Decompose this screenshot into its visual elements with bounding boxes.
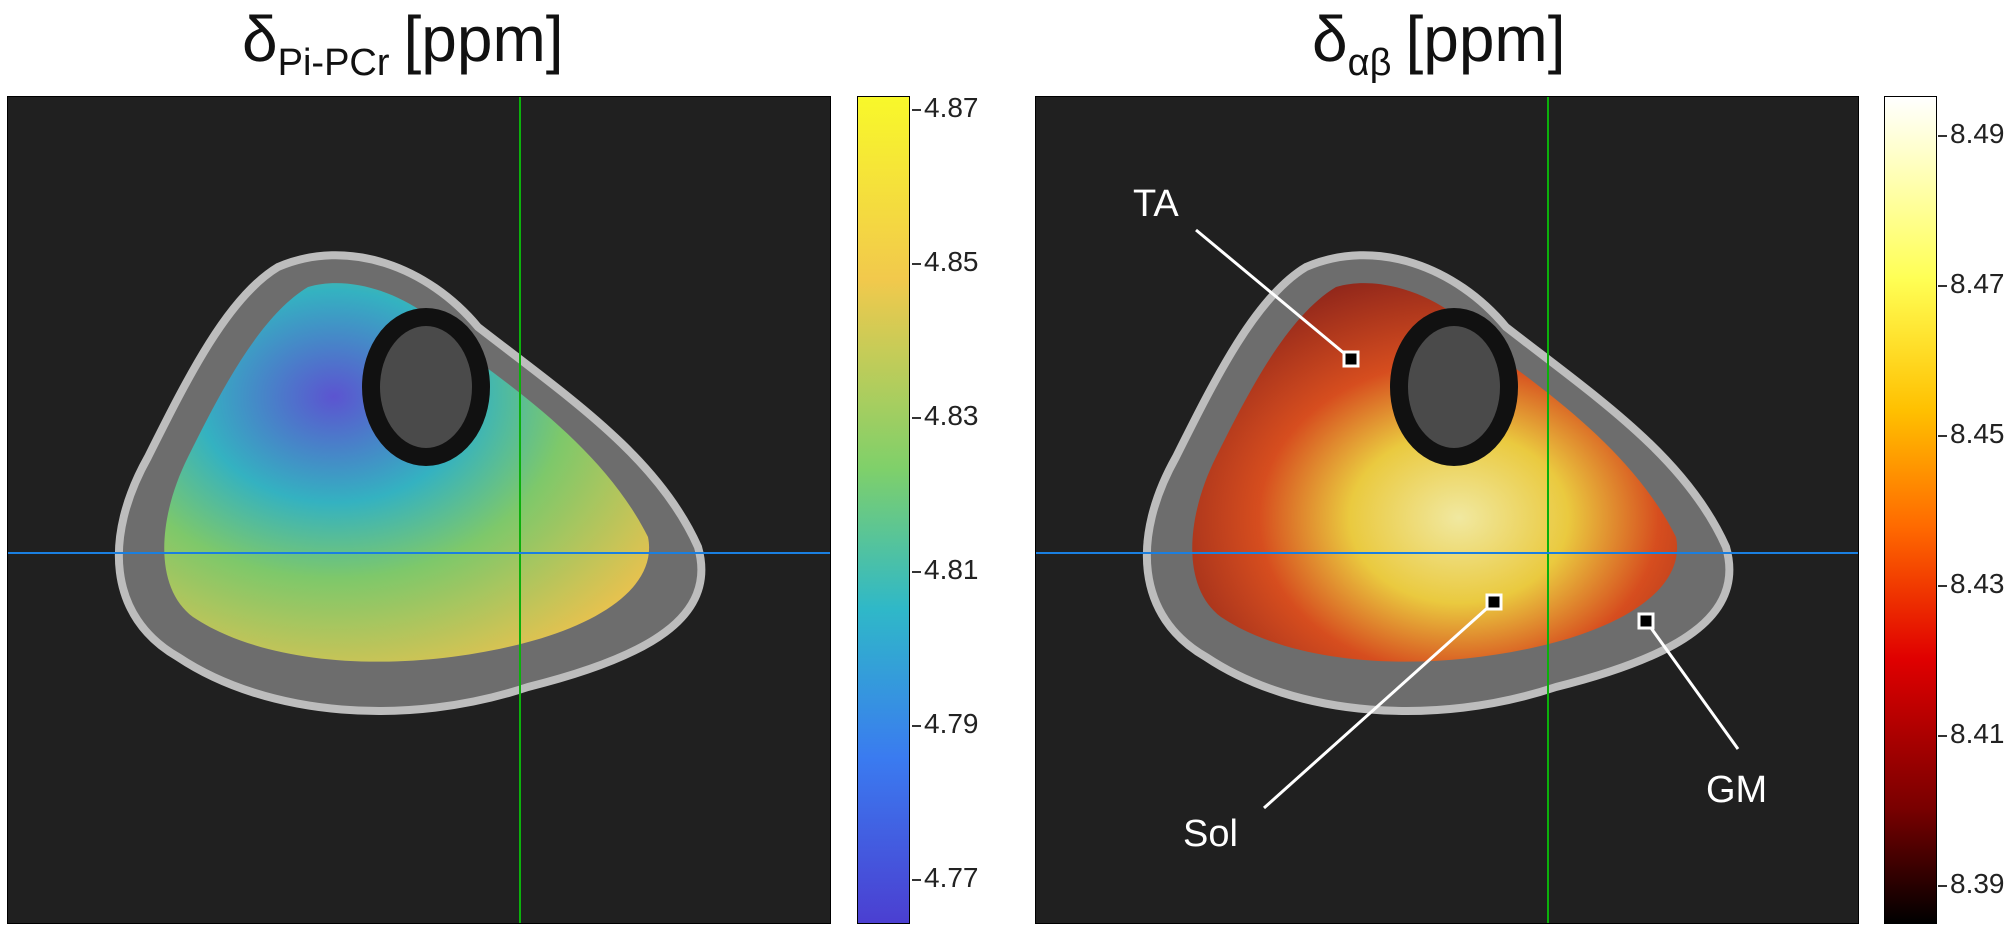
left-colorbar-tick: 4.83 (912, 400, 979, 431)
left-colorbar-tick: 4.85 (912, 246, 979, 277)
right-colorbar-tick: 8.47 (1938, 268, 2005, 299)
sol-label: Sol (1183, 813, 1238, 855)
right-image-panel (1035, 96, 1859, 924)
gm-label: GM (1706, 769, 1768, 811)
right-colorbar-tick: 8.49 (1938, 118, 2005, 149)
right-colorbar-tick: 8.43 (1938, 568, 2005, 599)
left-colorbar-tick: 4.79 (912, 708, 979, 739)
left-colorbar-tick: 4.77 (912, 862, 979, 893)
left-map-title: δPi-PCr [ppm] (242, 3, 564, 84)
right-colorbar (1884, 96, 1937, 924)
left-colorbar-tick: 4.87 (912, 92, 979, 123)
right-colorbar-tick: 8.45 (1938, 418, 2005, 449)
right-colorbar-tick: 8.39 (1938, 868, 2005, 899)
left-colorbar (857, 96, 910, 924)
right-map-title: δαβ [ppm] (1312, 3, 1566, 84)
left-image-panel (7, 96, 831, 924)
ta-label: TA (1133, 183, 1179, 225)
left-colorbar-tick: 4.81 (912, 554, 979, 585)
right-colorbar-tick: 8.41 (1938, 718, 2005, 749)
